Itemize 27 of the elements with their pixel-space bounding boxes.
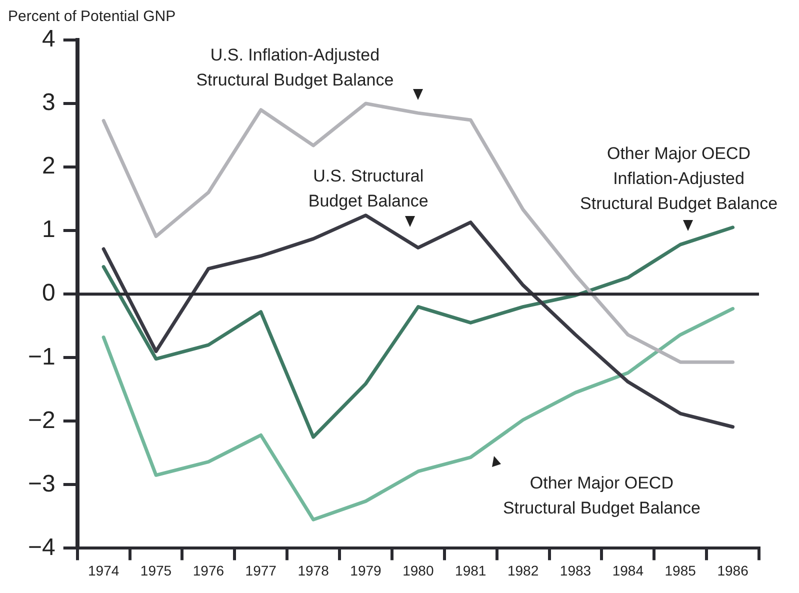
annotation: U.S. Inflation-Adjusted Structural Budget Balance bbox=[196, 46, 394, 90]
y-tick-label: 0 bbox=[42, 280, 56, 307]
x-tick-label: 1984 bbox=[612, 562, 644, 578]
x-tick-label: 1978 bbox=[298, 562, 330, 578]
annotation: U.S. Structural Budget Balance bbox=[308, 166, 428, 210]
x-tick-label: 1977 bbox=[245, 562, 277, 578]
y-tick-label: 3 bbox=[42, 89, 56, 116]
x-tick-label: 1985 bbox=[664, 562, 696, 578]
y-tick-label: −1 bbox=[28, 343, 56, 370]
y-tick-label: −3 bbox=[28, 470, 56, 498]
x-tick-label: 1983 bbox=[560, 562, 592, 578]
y-tick-label: 4 bbox=[42, 26, 56, 53]
x-tick-label: 1982 bbox=[507, 562, 539, 578]
x-tick-label: 1979 bbox=[350, 562, 382, 578]
x-tick-label: 1986 bbox=[717, 562, 749, 578]
annotation: Other Major OECD Structural Budget Balance bbox=[502, 474, 700, 518]
x-tick-label: 1981 bbox=[455, 562, 486, 578]
y-axis-title: Percent of Potential GNP bbox=[8, 8, 176, 25]
x-tick-label: 1980 bbox=[402, 562, 434, 578]
y-tick-label: 2 bbox=[42, 152, 56, 180]
x-tick-label: 1975 bbox=[140, 562, 172, 578]
annotation: Other Major OECD Inflation-Adjusted Structural Budget Balance bbox=[580, 144, 778, 214]
x-tick-label: 1974 bbox=[88, 562, 120, 578]
y-tick-label: 1 bbox=[42, 216, 56, 244]
y-tick-label: −2 bbox=[28, 406, 56, 434]
x-tick-label: 1976 bbox=[192, 562, 224, 578]
y-tick-label: −4 bbox=[28, 534, 56, 561]
